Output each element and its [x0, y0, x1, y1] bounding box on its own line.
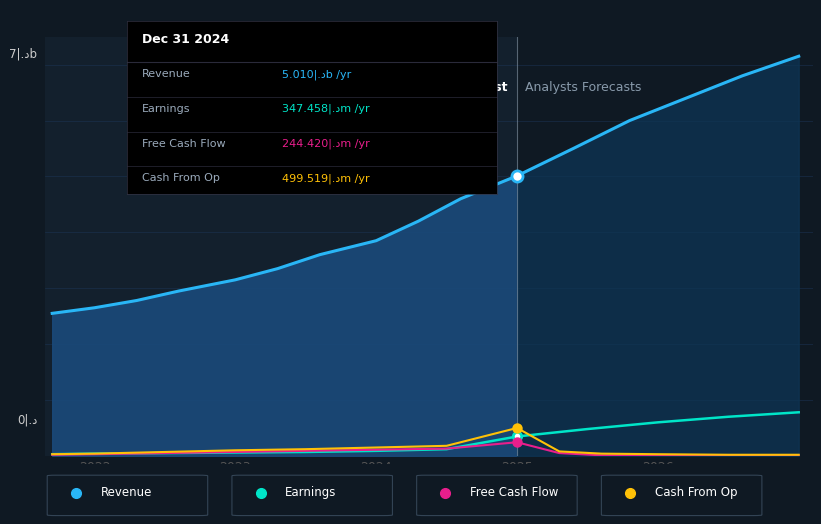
Text: Revenue: Revenue — [142, 69, 190, 79]
Bar — [517, 37, 813, 456]
Text: 347.458|.ﺩm /yr: 347.458|.ﺩm /yr — [282, 104, 370, 114]
Text: Cash From Op: Cash From Op — [655, 486, 737, 499]
Text: 5.010|.ﺩb /yr: 5.010|.ﺩb /yr — [282, 69, 351, 80]
Text: Dec 31 2024: Dec 31 2024 — [142, 33, 229, 46]
Text: 499.519|.ﺩm /yr: 499.519|.ﺩm /yr — [282, 173, 370, 183]
Text: Free Cash Flow: Free Cash Flow — [470, 486, 558, 499]
Text: Revenue: Revenue — [101, 486, 152, 499]
Text: Earnings: Earnings — [142, 104, 190, 114]
Text: 244.420|.ﺩm /yr: 244.420|.ﺩm /yr — [282, 138, 370, 149]
Text: Cash From Op: Cash From Op — [142, 173, 220, 183]
Text: 0|.ﺩ: 0|.ﺩ — [17, 413, 38, 427]
Text: Past: Past — [478, 81, 508, 94]
Text: 7|.ﺩb: 7|.ﺩb — [10, 47, 38, 60]
Text: Free Cash Flow: Free Cash Flow — [142, 138, 226, 148]
Text: Earnings: Earnings — [286, 486, 337, 499]
Text: Analysts Forecasts: Analysts Forecasts — [525, 81, 642, 94]
Bar — [45, 37, 517, 456]
